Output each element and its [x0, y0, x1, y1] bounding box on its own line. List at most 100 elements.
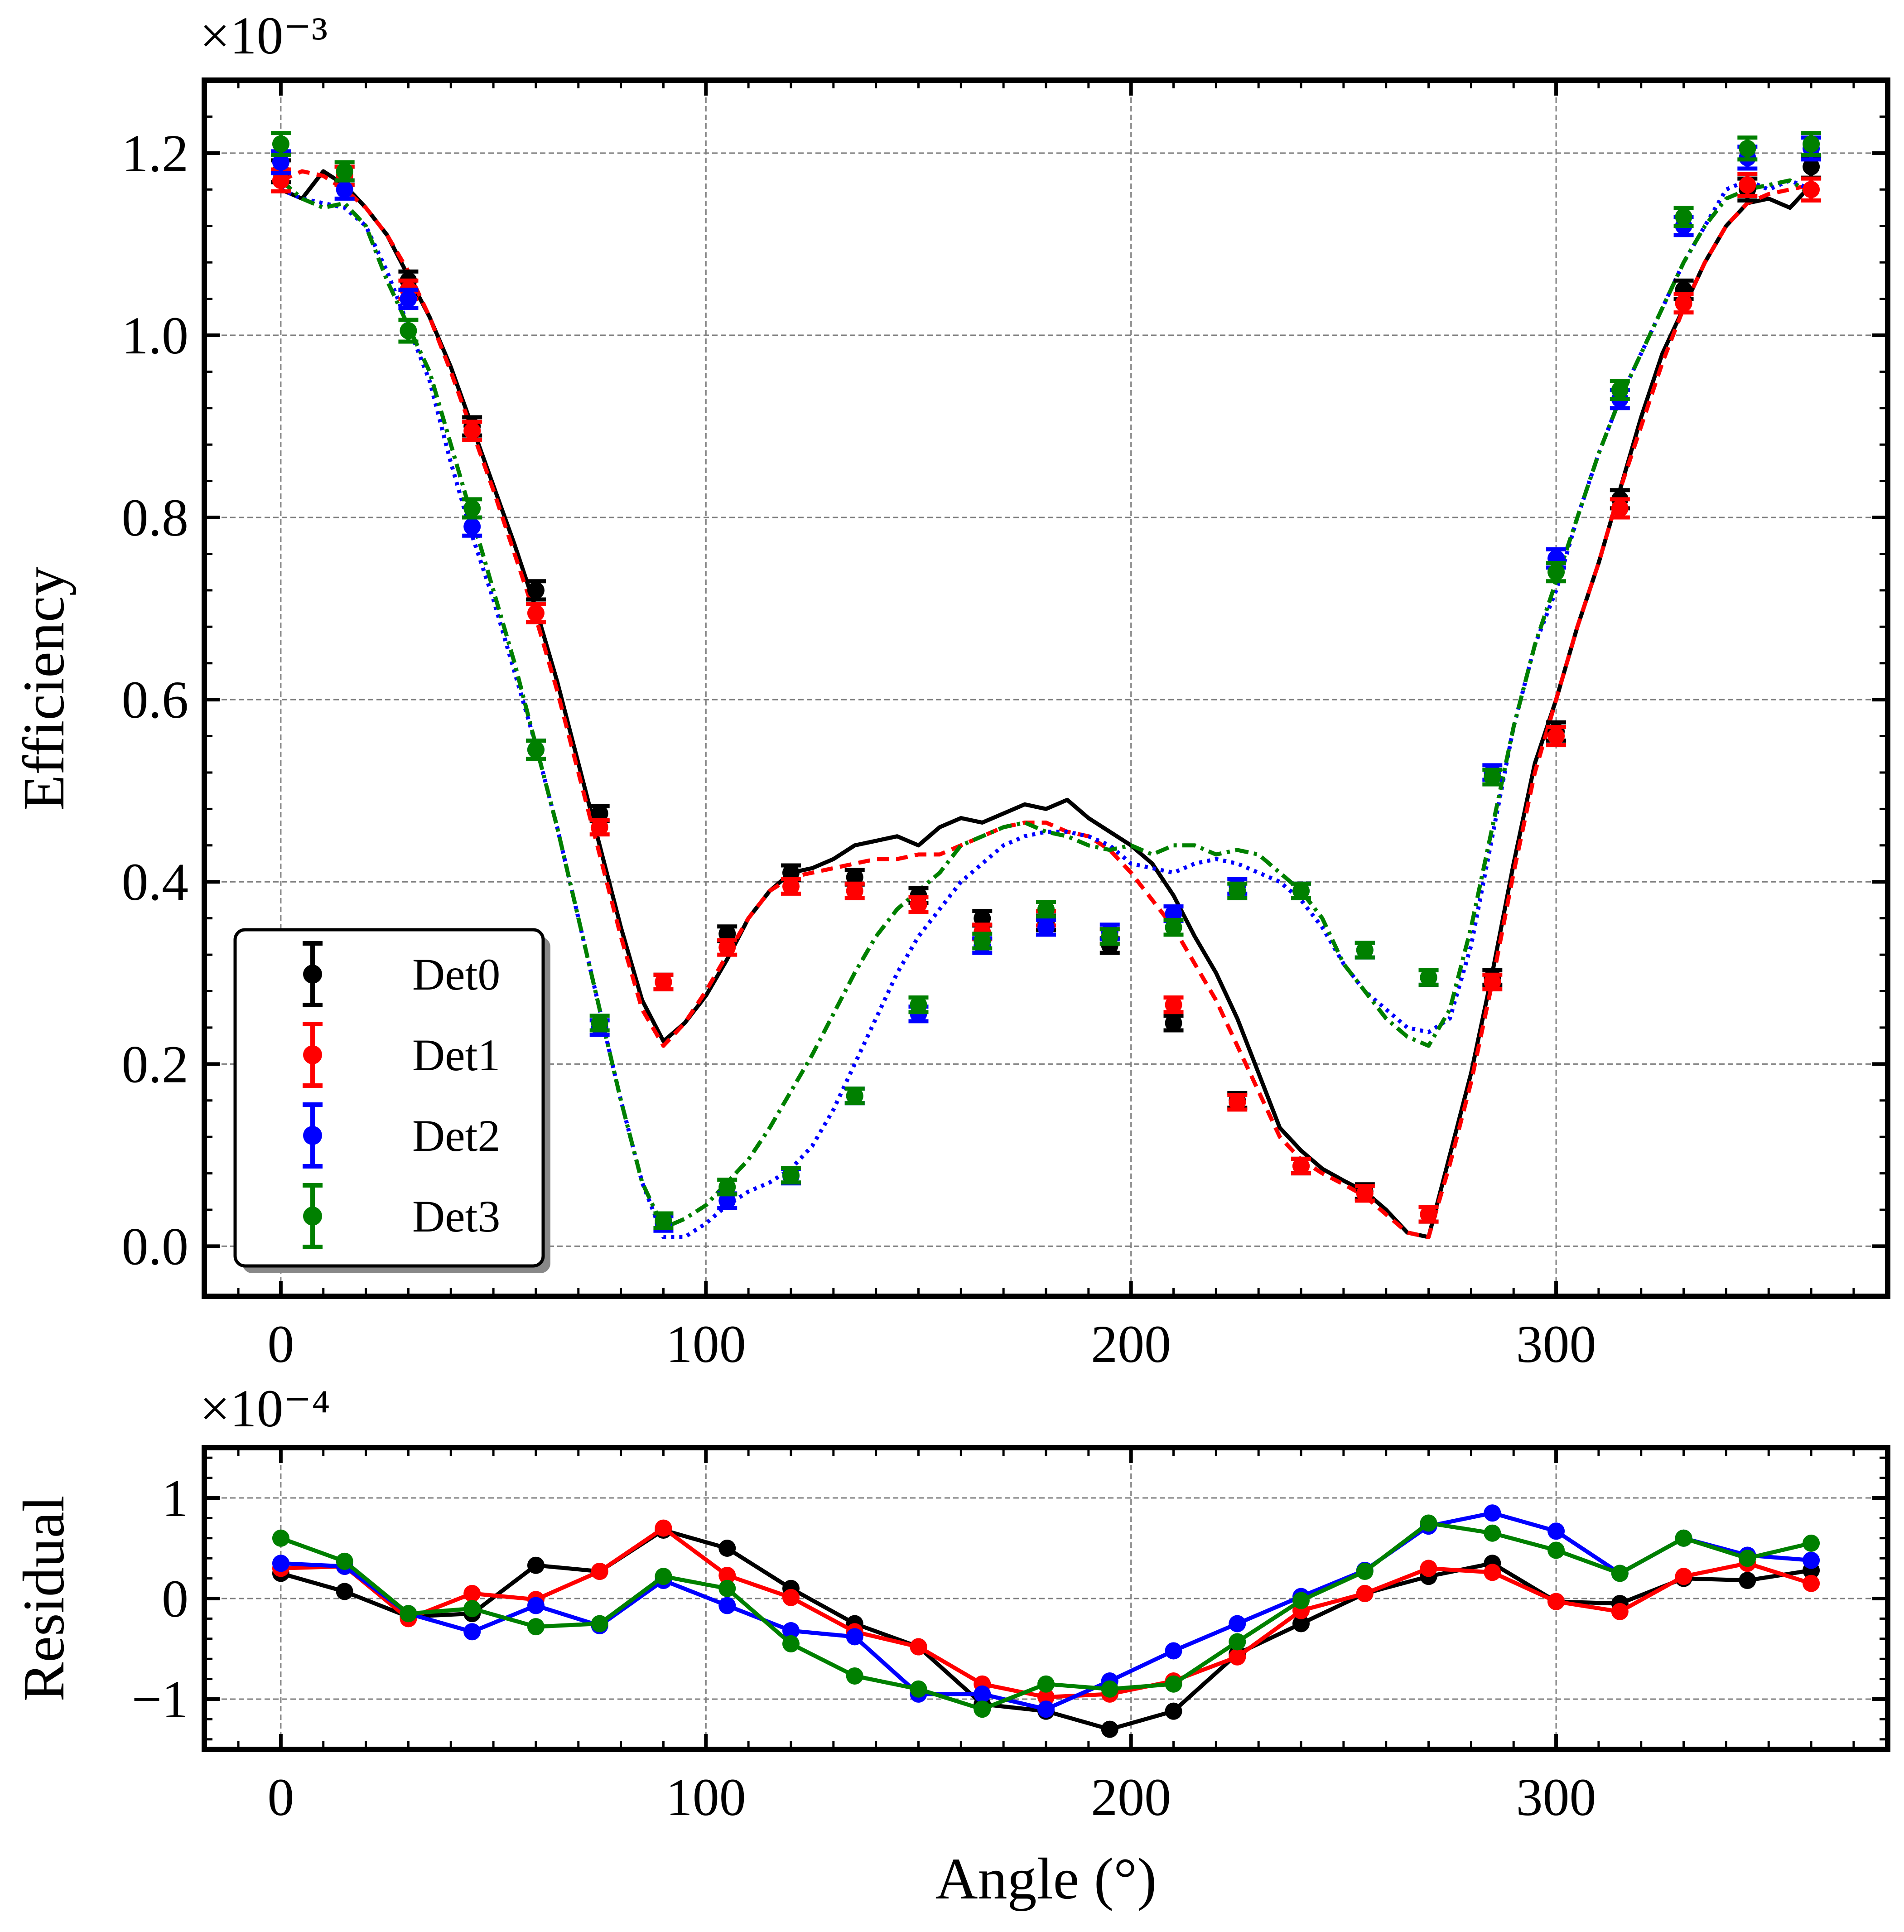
data-point-det3 [655, 1212, 672, 1230]
residual-point-det3 [974, 1700, 991, 1718]
residual-point-det0 [1165, 1702, 1182, 1720]
residual-x-tick-label: 100 [666, 1768, 746, 1827]
residual-point-det2 [1547, 1522, 1565, 1540]
main-x-tick-label: 200 [1091, 1314, 1171, 1374]
data-point-det2 [336, 181, 353, 198]
main-x-tick-labels: 0 100 200 300 [267, 1314, 1596, 1374]
legend-marker-det2 [303, 1126, 322, 1145]
main-y-tick-label: 0.0 [122, 1217, 189, 1276]
data-point-det1 [1675, 295, 1692, 312]
main-ticks [204, 80, 1888, 1296]
residual-point-det3 [910, 1680, 927, 1698]
main-x-tick-label: 100 [666, 1314, 746, 1374]
residual-point-det1 [655, 1519, 672, 1537]
legend-label-det2: Det2 [412, 1111, 500, 1161]
model-curve-det2 [280, 178, 1812, 1239]
legend-marker-det3 [303, 1207, 322, 1226]
main-y-tick-label: 0.4 [122, 852, 189, 912]
residual-x-tick-label: 0 [267, 1768, 294, 1827]
x-axis-label: Angle (°) [935, 1846, 1157, 1912]
residual-point-det3 [655, 1568, 672, 1585]
residual-point-det1 [1675, 1568, 1692, 1585]
data-point-det3 [1675, 208, 1692, 226]
data-point-det1 [782, 878, 800, 895]
data-point-det1 [1739, 176, 1756, 194]
residual-point-det1 [1420, 1560, 1437, 1577]
residual-point-det3 [1675, 1529, 1692, 1547]
residual-y-tick-label: 1 [162, 1468, 188, 1528]
residual-point-det1 [1484, 1564, 1501, 1581]
data-point-det3 [1611, 381, 1629, 399]
residual-point-det3 [272, 1529, 289, 1547]
main-y-tick-label: 1.0 [122, 306, 189, 365]
data-point-det3 [1420, 969, 1437, 986]
main-y-tick-label: 0.2 [122, 1034, 189, 1094]
data-point-det3 [1803, 135, 1820, 153]
residual-point-det3 [782, 1635, 800, 1652]
residual-x-tick-label: 200 [1091, 1768, 1171, 1827]
data-point-det3 [527, 741, 545, 758]
residual-point-det0 [336, 1583, 353, 1600]
residual-point-det3 [1229, 1633, 1246, 1651]
residual-point-det0 [1101, 1720, 1118, 1738]
data-point-det1 [1484, 973, 1501, 991]
residual-point-det2 [1229, 1615, 1246, 1633]
data-point-det0 [782, 864, 800, 882]
residual-point-det2 [1803, 1551, 1820, 1569]
data-point-det1 [846, 882, 863, 900]
data-point-det2 [718, 1192, 736, 1209]
residual-x-tick-label: 300 [1516, 1768, 1596, 1827]
residual-line-det1 [280, 1526, 1812, 1700]
data-point-det3 [1484, 768, 1501, 786]
main-panel: 0 100 200 300 0.0 0.2 0.4 0.6 0.8 1.0 1.2 ×10⁻³ E… [11, 6, 1890, 1374]
residual-point-det3 [1484, 1524, 1501, 1542]
residual-point-det1 [782, 1589, 800, 1606]
residual-point-det2 [718, 1597, 736, 1614]
data-point-det1 [718, 938, 736, 956]
data-point-det0 [974, 909, 991, 927]
data-point-det0 [1803, 158, 1820, 175]
data-point-det3 [463, 499, 481, 517]
residual-point-det3 [527, 1618, 545, 1636]
residual-point-det0 [1739, 1572, 1756, 1589]
data-point-det2 [1037, 918, 1055, 936]
residual-point-det3 [1292, 1592, 1310, 1609]
data-point-det1 [655, 973, 672, 991]
residual-point-det3 [591, 1615, 608, 1633]
data-point-det3 [1292, 882, 1310, 900]
residual-point-det1 [1229, 1648, 1246, 1666]
data-point-det0 [591, 805, 608, 822]
residual-y-axis-label: Residual [11, 1496, 77, 1702]
main-data-points [270, 131, 1822, 1233]
residual-ticks [204, 1448, 1888, 1749]
data-point-det1 [1356, 1184, 1374, 1202]
data-point-det3 [336, 163, 353, 180]
residual-point-det0 [527, 1556, 545, 1574]
main-x-tick-label: 0 [267, 1314, 294, 1374]
residual-point-det2 [782, 1622, 800, 1640]
residual-point-det3 [1165, 1675, 1182, 1693]
residual-y-tick-labels: −1 0 1 [131, 1468, 188, 1729]
residual-point-det2 [272, 1555, 289, 1572]
residual-point-det3 [400, 1605, 417, 1623]
residual-point-det2 [463, 1623, 481, 1641]
residual-point-det3 [1739, 1550, 1756, 1567]
data-point-det2 [463, 518, 481, 536]
residual-point-det3 [1803, 1534, 1820, 1552]
residual-point-det1 [910, 1638, 927, 1656]
residual-point-det1 [1611, 1603, 1629, 1620]
data-point-det1 [910, 896, 927, 913]
residual-point-det3 [336, 1552, 353, 1570]
residual-point-det1 [1803, 1575, 1820, 1592]
legend-marker-det1 [303, 1045, 322, 1064]
residual-lines [272, 1504, 1820, 1738]
residual-point-det1 [463, 1584, 481, 1602]
data-point-det3 [1739, 140, 1756, 157]
residual-point-det2 [1037, 1700, 1055, 1718]
data-point-det2 [272, 153, 289, 171]
data-point-det3 [846, 1087, 863, 1105]
data-point-det0 [846, 869, 863, 886]
residual-point-det0 [718, 1540, 736, 1557]
data-point-det3 [591, 1014, 608, 1032]
